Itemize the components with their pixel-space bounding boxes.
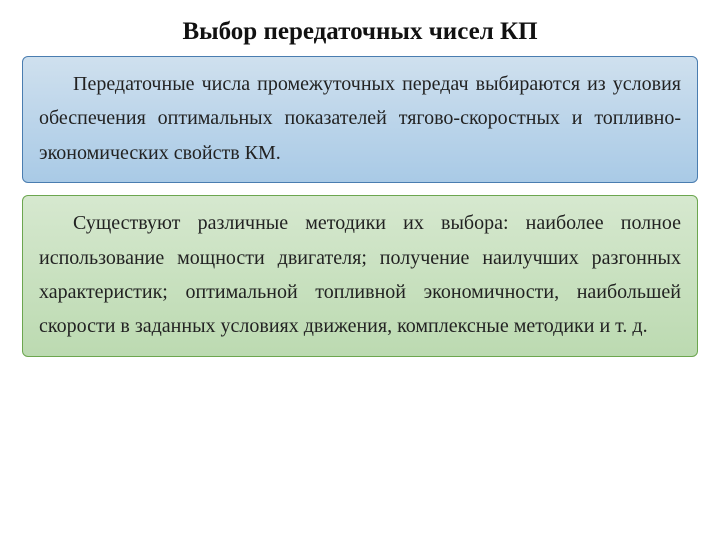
slide: Выбор передаточных чисел КП Передаточные… bbox=[0, 0, 720, 540]
callout-box-green: Существуют различные методики их выбора:… bbox=[22, 195, 698, 357]
callout-box-blue-text: Передаточные числа промежуточных передач… bbox=[39, 73, 681, 164]
page-title: Выбор передаточных чисел КП bbox=[22, 18, 698, 46]
callout-box-green-text: Существуют различные методики их выбора:… bbox=[39, 212, 681, 337]
callout-box-blue: Передаточные числа промежуточных передач… bbox=[22, 56, 698, 183]
